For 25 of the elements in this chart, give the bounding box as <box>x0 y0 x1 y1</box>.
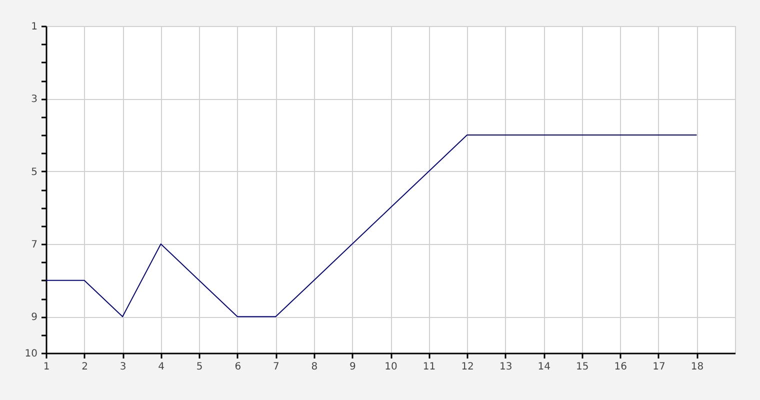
x-tick-label: 4 <box>158 362 165 372</box>
y-tick-label: 9 <box>31 312 38 324</box>
x-tick-label: 18 <box>690 362 704 372</box>
x-tick-label: 5 <box>196 362 203 372</box>
x-tick-label: 1 <box>43 362 50 372</box>
x-tick-label: 13 <box>499 362 512 372</box>
y-tick-label: 10 <box>24 348 38 360</box>
x-tick-label: 3 <box>120 362 126 372</box>
x-tick-label: 10 <box>384 362 398 372</box>
x-tick-label: 6 <box>234 362 242 372</box>
x-tick-label: 12 <box>461 362 474 372</box>
y-tick-label: 1 <box>31 22 38 32</box>
y-tick-label: 3 <box>31 94 38 106</box>
line-series <box>46 134 698 318</box>
x-tick-label: 11 <box>422 362 436 372</box>
y-tick-label: 7 <box>31 240 38 250</box>
x-tick-label: 15 <box>576 362 589 372</box>
x-tick-label: 7 <box>272 362 280 372</box>
y-tick-label: 5 <box>31 166 38 178</box>
x-tick-label: 9 <box>350 362 356 372</box>
x-tick-label: 17 <box>652 362 666 372</box>
x-tick-label: 8 <box>311 362 318 372</box>
x-tick-label: 16 <box>614 362 628 372</box>
x-tick-label: 2 <box>82 362 88 372</box>
x-tick-label: 14 <box>538 362 550 372</box>
